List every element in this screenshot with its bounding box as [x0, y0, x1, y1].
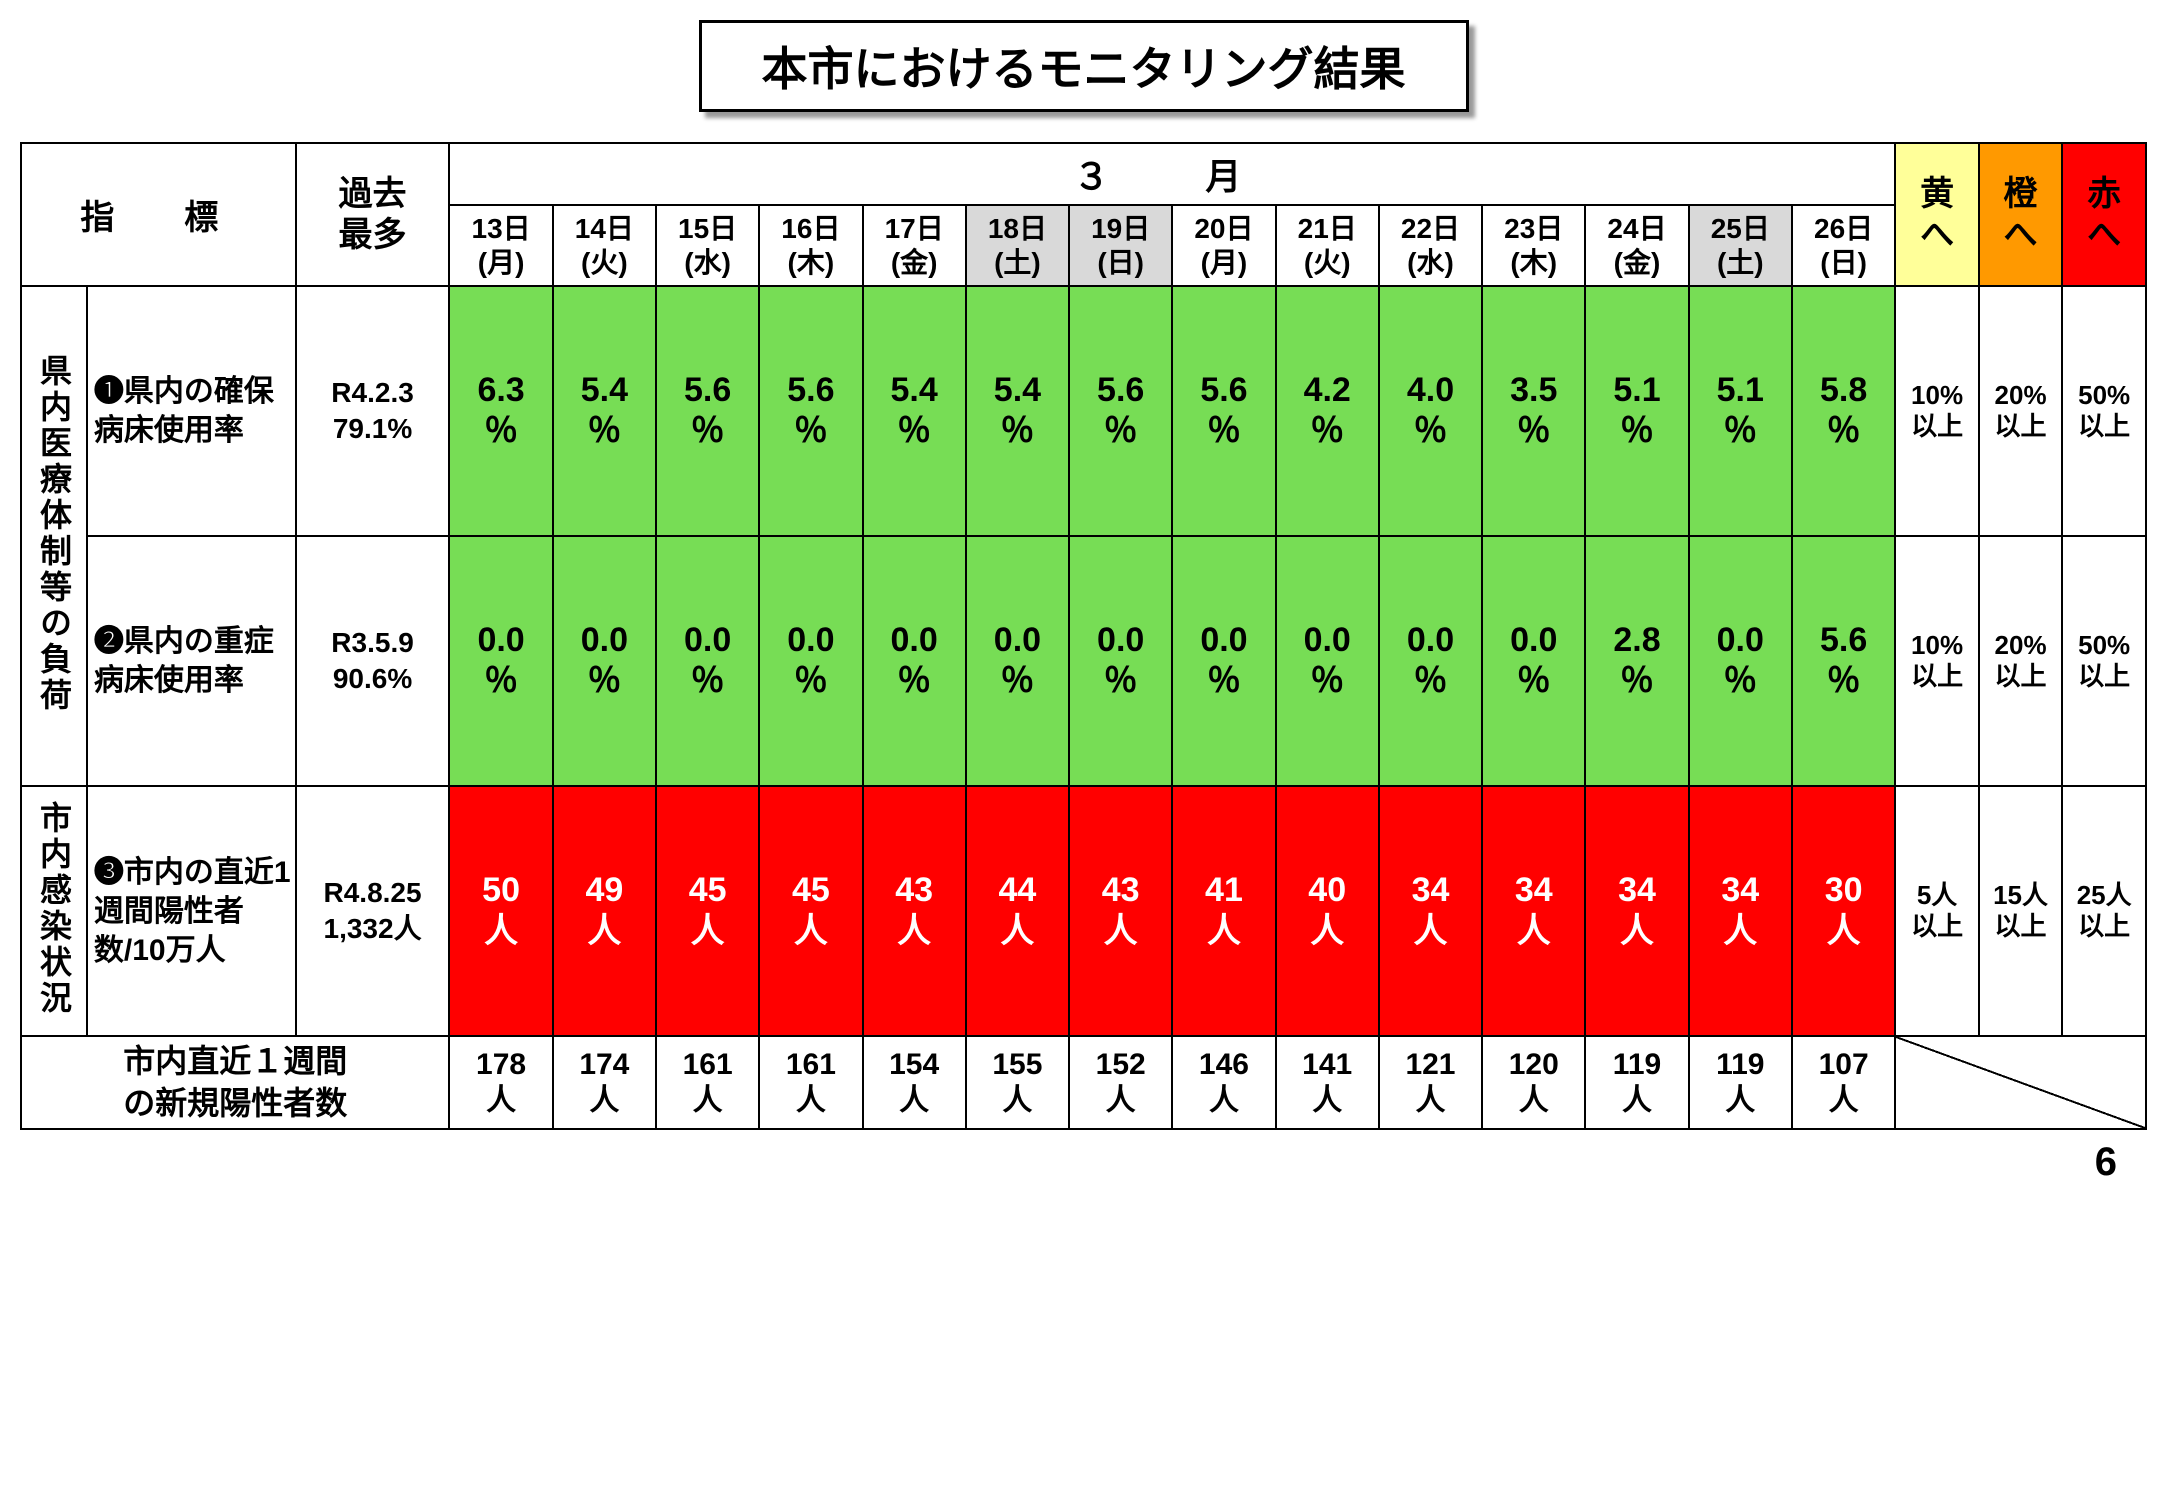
cell-r1-c1: 0.0％	[553, 536, 656, 786]
cell-r0-c11: 5.1％	[1585, 286, 1688, 536]
header-day-13: 26日(日)	[1792, 205, 1895, 286]
cell-r2-c11: 34人	[1585, 786, 1688, 1036]
header-day-8: 21日(火)	[1276, 205, 1379, 286]
cell-r2-c6: 43人	[1069, 786, 1172, 1036]
bottom-c9: 121人	[1379, 1036, 1482, 1129]
page-title: 本市におけるモニタリング結果	[699, 20, 1469, 112]
header-day-0: 13日(月)	[449, 205, 552, 286]
header-day-2: 15日(水)	[656, 205, 759, 286]
threshold-r2-2: 25人以上	[2062, 786, 2146, 1036]
row-label-2: ❸市内の直近1週間陽性者数/10万人	[87, 786, 296, 1036]
bottom-c12: 119人	[1689, 1036, 1792, 1129]
threshold-r0-2: 50%以上	[2062, 286, 2146, 536]
cell-r2-c2: 45人	[656, 786, 759, 1036]
cell-r2-c4: 43人	[863, 786, 966, 1036]
cell-r2-c1: 49人	[553, 786, 656, 1036]
header-month: ３ 月	[449, 143, 1895, 205]
cell-r0-c6: 5.6％	[1069, 286, 1172, 536]
cell-r1-c12: 0.0％	[1689, 536, 1792, 786]
cell-r0-c2: 5.6％	[656, 286, 759, 536]
cell-r1-c9: 0.0％	[1379, 536, 1482, 786]
header-day-1: 14日(火)	[553, 205, 656, 286]
cell-r1-c10: 0.0％	[1482, 536, 1585, 786]
bottom-c7: 146人	[1172, 1036, 1275, 1129]
cell-r2-c13: 30人	[1792, 786, 1895, 1036]
threshold-r0-1: 20%以上	[1979, 286, 2062, 536]
header-day-11: 24日(金)	[1585, 205, 1688, 286]
row-past-0: R4.2.379.1%	[296, 286, 450, 536]
cell-r0-c7: 5.6％	[1172, 286, 1275, 536]
bottom-c6: 152人	[1069, 1036, 1172, 1129]
cell-r1-c0: 0.0％	[449, 536, 552, 786]
page-number: 6	[20, 1130, 2147, 1185]
bottom-c1: 174人	[553, 1036, 656, 1129]
cell-r2-c5: 44人	[966, 786, 1069, 1036]
header-day-6: 19日(日)	[1069, 205, 1172, 286]
bottom-c2: 161人	[656, 1036, 759, 1129]
monitoring-table: 指 標過去最多３ 月黄へ橙へ赤へ 13日(月)14日(火)15日(水)16日(木)…	[20, 142, 2147, 1130]
category-1: 市内感染状況	[21, 786, 87, 1036]
cell-r2-c8: 40人	[1276, 786, 1379, 1036]
bottom-c8: 141人	[1276, 1036, 1379, 1129]
bottom-c11: 119人	[1585, 1036, 1688, 1129]
header-past-max: 過去最多	[296, 143, 450, 286]
cell-r0-c12: 5.1％	[1689, 286, 1792, 536]
cell-r0-c5: 5.4％	[966, 286, 1069, 536]
cell-r2-c10: 34人	[1482, 786, 1585, 1036]
cell-r1-c3: 0.0％	[759, 536, 862, 786]
cell-r0-c10: 3.5％	[1482, 286, 1585, 536]
cell-r2-c0: 50人	[449, 786, 552, 1036]
cell-r2-c12: 34人	[1689, 786, 1792, 1036]
row-past-2: R4.8.251,332人	[296, 786, 450, 1036]
row-past-1: R3.5.990.6%	[296, 536, 450, 786]
cell-r0-c4: 5.4％	[863, 286, 966, 536]
bottom-c0: 178人	[449, 1036, 552, 1129]
header-indicator: 指 標	[21, 143, 296, 286]
cell-r1-c5: 0.0％	[966, 536, 1069, 786]
threshold-r1-2: 50%以上	[2062, 536, 2146, 786]
cell-r1-c8: 0.0％	[1276, 536, 1379, 786]
bottom-c13: 107人	[1792, 1036, 1895, 1129]
cell-r1-c4: 0.0％	[863, 536, 966, 786]
cell-r0-c3: 5.6％	[759, 286, 862, 536]
cell-r1-c2: 0.0％	[656, 536, 759, 786]
bottom-c5: 155人	[966, 1036, 1069, 1129]
threshold-r0-0: 10%以上	[1895, 286, 1978, 536]
header-threshold-orange: 橙へ	[1979, 143, 2062, 286]
cell-r1-c13: 5.6％	[1792, 536, 1895, 786]
bottom-c4: 154人	[863, 1036, 966, 1129]
cell-r2-c7: 41人	[1172, 786, 1275, 1036]
header-day-3: 16日(木)	[759, 205, 862, 286]
bottom-c3: 161人	[759, 1036, 862, 1129]
bottom-label: 市内直近１週間の新規陽性者数	[21, 1036, 449, 1129]
row-label-0: ❶県内の確保病床使用率	[87, 286, 296, 536]
cell-r1-c7: 0.0％	[1172, 536, 1275, 786]
row-label-1: ❷県内の重症病床使用率	[87, 536, 296, 786]
header-threshold-yellow: 黄へ	[1895, 143, 1978, 286]
header-day-9: 22日(水)	[1379, 205, 1482, 286]
cell-r1-c6: 0.0％	[1069, 536, 1172, 786]
cell-r0-c1: 5.4％	[553, 286, 656, 536]
threshold-r1-1: 20%以上	[1979, 536, 2062, 786]
cell-r2-c3: 45人	[759, 786, 862, 1036]
header-day-10: 23日(木)	[1482, 205, 1585, 286]
cell-r1-c11: 2.8％	[1585, 536, 1688, 786]
cell-r0-c13: 5.8％	[1792, 286, 1895, 536]
bottom-c10: 120人	[1482, 1036, 1585, 1129]
cell-r0-c9: 4.0％	[1379, 286, 1482, 536]
header-threshold-red: 赤へ	[2062, 143, 2146, 286]
cell-r0-c8: 4.2％	[1276, 286, 1379, 536]
threshold-r2-1: 15人以上	[1979, 786, 2062, 1036]
cell-r2-c9: 34人	[1379, 786, 1482, 1036]
header-day-4: 17日(金)	[863, 205, 966, 286]
cell-r0-c0: 6.3％	[449, 286, 552, 536]
category-0: 県内医療体制等の負荷	[21, 286, 87, 786]
threshold-r1-0: 10%以上	[1895, 536, 1978, 786]
bottom-diagonal	[1895, 1036, 2146, 1129]
threshold-r2-0: 5人以上	[1895, 786, 1978, 1036]
header-day-5: 18日(土)	[966, 205, 1069, 286]
header-day-7: 20日(月)	[1172, 205, 1275, 286]
header-day-12: 25日(土)	[1689, 205, 1792, 286]
